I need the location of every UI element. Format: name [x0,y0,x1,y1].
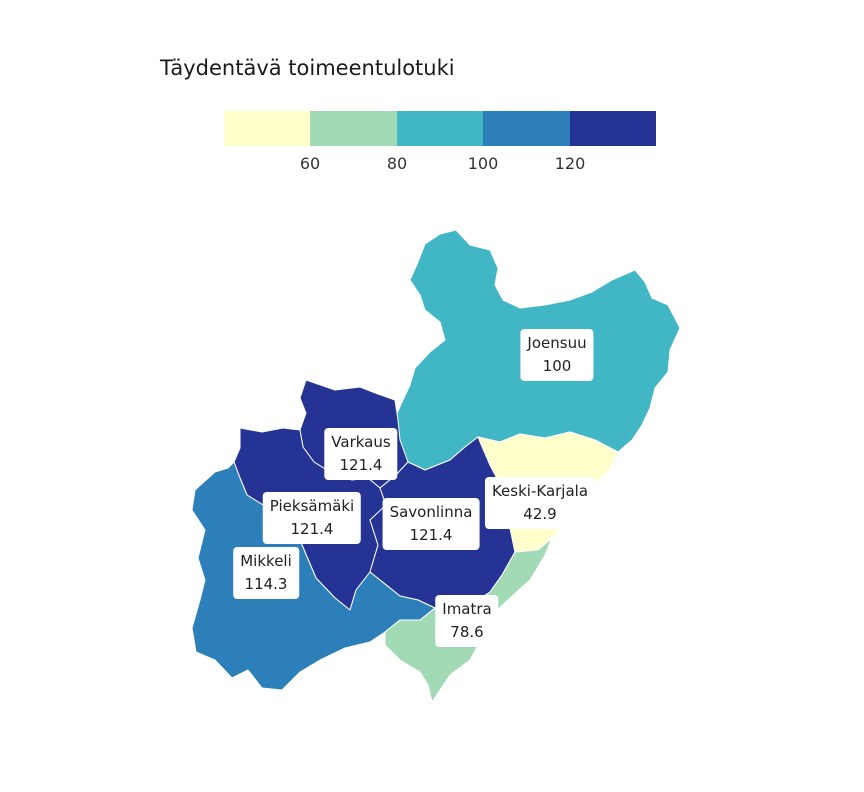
region-name: Imatra [442,600,492,618]
region-label-savonlinna: Savonlinna 121.4 [382,498,480,550]
legend-tick: 100 [467,154,499,173]
legend-bin [483,111,570,146]
color-legend [224,111,657,146]
region-label-imatra: Imatra 78.6 [435,595,499,647]
legend-tick: 80 [386,154,408,173]
region-label-joensuu: Joensuu 100 [520,329,594,381]
region-label-varkaus: Varkaus 121.4 [324,428,398,480]
region-value: 121.4 [409,526,453,544]
region-value: 121.4 [339,456,383,474]
region-value: 121.4 [290,520,334,538]
legend-bin [396,111,484,146]
region-value: 114.3 [244,575,288,593]
region-name: Varkaus [331,433,391,451]
region-mikkeli[interactable] [191,461,436,691]
region-name: Keski-Karjala [491,482,589,500]
legend-bin [569,111,657,146]
region-name: Savonlinna [389,503,473,521]
region-name: Mikkeli [240,552,292,570]
region-name: Joensuu [527,334,587,352]
map-title: Täydentävä toimeentulotuki [160,56,455,80]
legend-tick: 60 [299,154,321,173]
region-label-keski-karjala: Keski-Karjala 42.9 [484,477,596,529]
region-value: 42.9 [523,505,557,523]
region-value: 78.6 [450,623,484,641]
legend-bin [224,111,311,146]
region-label-pieksamaki: Pieksämäki 121.4 [262,492,362,544]
legend-bin [310,111,397,146]
region-name: Pieksämäki [269,497,355,515]
region-label-mikkeli: Mikkeli 114.3 [233,547,299,599]
legend-tick: 120 [554,154,586,173]
region-value: 100 [542,357,572,375]
